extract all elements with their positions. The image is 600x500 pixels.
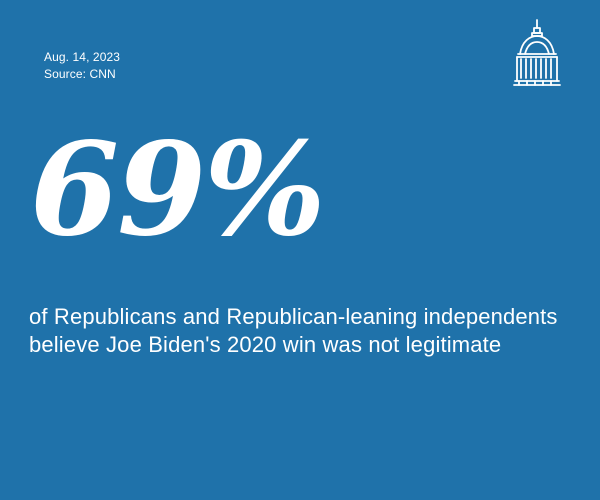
headline-percentage: 69% [30,115,326,265]
publish-date: Aug. 14, 2023 [44,50,121,64]
meta-info: Aug. 14, 2023 Source: CNN [44,49,120,83]
headline-statement: of Republicans and Republican-leaning in… [29,304,558,357]
capitol-dome-icon [513,19,561,86]
source-line: Source: CNN [44,67,116,81]
